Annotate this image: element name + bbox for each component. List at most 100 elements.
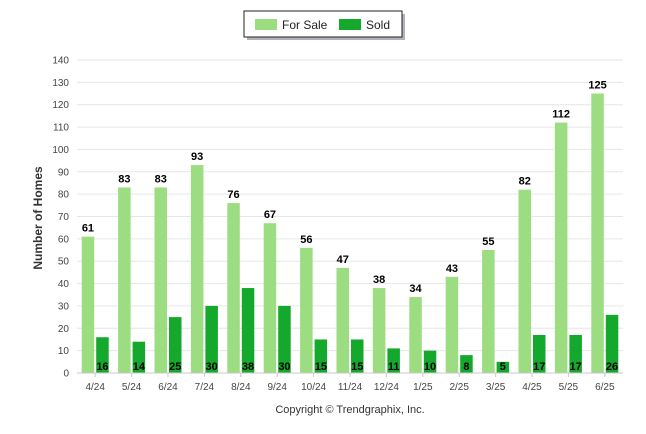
data-label-sold: 15	[351, 361, 363, 373]
data-label-sold: 16	[96, 361, 108, 373]
y-tick-label: 0	[63, 369, 69, 380]
legend-swatch-sold	[339, 19, 361, 30]
y-tick-label: 130	[52, 78, 69, 89]
y-tick-label: 100	[52, 145, 69, 156]
data-label-sold: 30	[278, 361, 290, 373]
data-label-for-sale: 38	[373, 274, 385, 286]
bar-sold	[278, 305, 291, 373]
data-label-for-sale: 61	[82, 223, 94, 235]
gridlines	[77, 59, 623, 352]
y-tick-label: 40	[58, 279, 70, 290]
data-label-sold: 11	[388, 361, 400, 373]
data-label-for-sale: 83	[155, 173, 167, 185]
bar-sold	[569, 334, 582, 373]
bar-sold	[169, 317, 182, 373]
x-tick-label: 3/25	[486, 382, 506, 393]
bar-sold	[132, 341, 146, 373]
bar-for-sale	[482, 250, 495, 373]
data-label-sold: 14	[133, 361, 146, 373]
bar-sold	[423, 350, 437, 373]
y-tick-label: 10	[58, 346, 70, 357]
x-axis-ticks: 4/24 5/24 6/24 7/24 8/24 9/24 10/24 11/24 12/24 1…	[85, 373, 615, 393]
bar-for-sale	[445, 276, 459, 373]
bar-for-sale	[518, 189, 531, 373]
bar-for-sale	[118, 187, 131, 373]
x-tick-label: 7/24	[195, 382, 215, 393]
x-tick-label: 6/24	[158, 382, 178, 393]
y-tick-label: 110	[53, 123, 69, 134]
data-label-for-sale: 43	[446, 263, 458, 275]
data-label-sold: 25	[169, 361, 181, 373]
data-label-sold: 5	[500, 361, 506, 373]
data-label-for-sale: 83	[118, 173, 130, 185]
legend-swatch-for-sale	[255, 19, 277, 30]
y-tick-label: 140	[52, 56, 69, 67]
data-label-sold: 17	[570, 361, 582, 373]
bar-sold	[351, 339, 364, 373]
bar-sold	[460, 355, 473, 373]
data-label-sold: 17	[533, 361, 545, 373]
y-tick-label: 30	[58, 301, 70, 312]
data-label-for-sale: 112	[552, 109, 570, 121]
data-label-for-sale: 125	[588, 80, 606, 92]
bar-sold	[241, 288, 255, 373]
x-tick-label: 4/25	[522, 382, 542, 393]
x-tick-label: 4/24	[85, 382, 105, 393]
y-axis-ticks: 0 10 20 30 40 50 60 70 80 90 100 110 120 130 140	[52, 56, 69, 380]
data-label-for-sale: 56	[300, 234, 312, 246]
data-label-sold: 15	[315, 361, 327, 373]
data-label-for-sale: 93	[191, 151, 203, 163]
bar-sold	[96, 337, 109, 373]
bar-for-sale	[300, 247, 313, 373]
y-tick-label: 20	[58, 324, 70, 335]
y-tick-label: 120	[52, 100, 69, 111]
x-tick-label: 11/24	[338, 382, 363, 393]
data-label-sold: 38	[242, 361, 254, 373]
data-label-for-sale: 76	[227, 189, 239, 201]
x-tick-label: 9/24	[267, 382, 287, 393]
bar-for-sale	[372, 288, 386, 373]
data-label-sold: 10	[424, 361, 436, 373]
data-label-for-sale: 82	[519, 176, 531, 188]
bar-sold	[496, 361, 510, 373]
y-tick-label: 70	[58, 212, 70, 223]
bar-for-sale	[591, 93, 604, 374]
data-label-for-sale: 47	[337, 254, 349, 266]
data-label-for-sale: 34	[409, 283, 422, 295]
y-axis-title: Number of Homes	[31, 166, 45, 270]
bar-sold	[533, 334, 546, 373]
x-tick-label: 8/24	[231, 382, 251, 393]
bar-sold	[387, 348, 400, 373]
bar-for-sale	[227, 203, 240, 373]
data-label-for-sale: 55	[482, 236, 494, 248]
bar-for-sale	[336, 267, 349, 373]
data-label-sold: 26	[606, 361, 618, 373]
data-label-for-sale: 67	[264, 209, 276, 221]
copyright-text: Copyright © Trendgraphix, Inc.	[275, 404, 424, 416]
y-tick-label: 60	[58, 234, 70, 245]
bar-for-sale	[154, 187, 167, 373]
x-tick-label: 12/24	[374, 382, 399, 393]
bar-for-sale	[263, 223, 277, 373]
legend-label-for-sale: For Sale	[282, 18, 328, 32]
x-tick-label: 5/24	[122, 382, 142, 393]
bar-sold	[205, 305, 218, 373]
bar-for-sale	[190, 165, 204, 373]
x-tick-label: 5/25	[559, 382, 579, 393]
y-tick-label: 50	[58, 257, 70, 268]
data-label-sold: 8	[463, 361, 469, 373]
legend: For Sale Sold	[243, 10, 405, 40]
x-tick-label: 6/25	[595, 382, 615, 393]
bar-for-sale	[554, 122, 568, 373]
y-tick-label: 80	[58, 190, 70, 201]
x-tick-label: 10/24	[301, 382, 326, 393]
legend-label-sold: Sold	[366, 18, 390, 32]
bar-for-sale	[409, 296, 422, 373]
x-tick-label: 2/25	[449, 382, 469, 393]
data-labels: 61 16 83 14 83 25 93 30 76 38 67 30 56 15 47 15 38 11 34 10…	[82, 80, 618, 373]
y-tick-label: 90	[58, 167, 70, 178]
bars	[81, 93, 619, 374]
bar-sold	[314, 339, 328, 373]
x-tick-label: 1/25	[413, 382, 433, 393]
